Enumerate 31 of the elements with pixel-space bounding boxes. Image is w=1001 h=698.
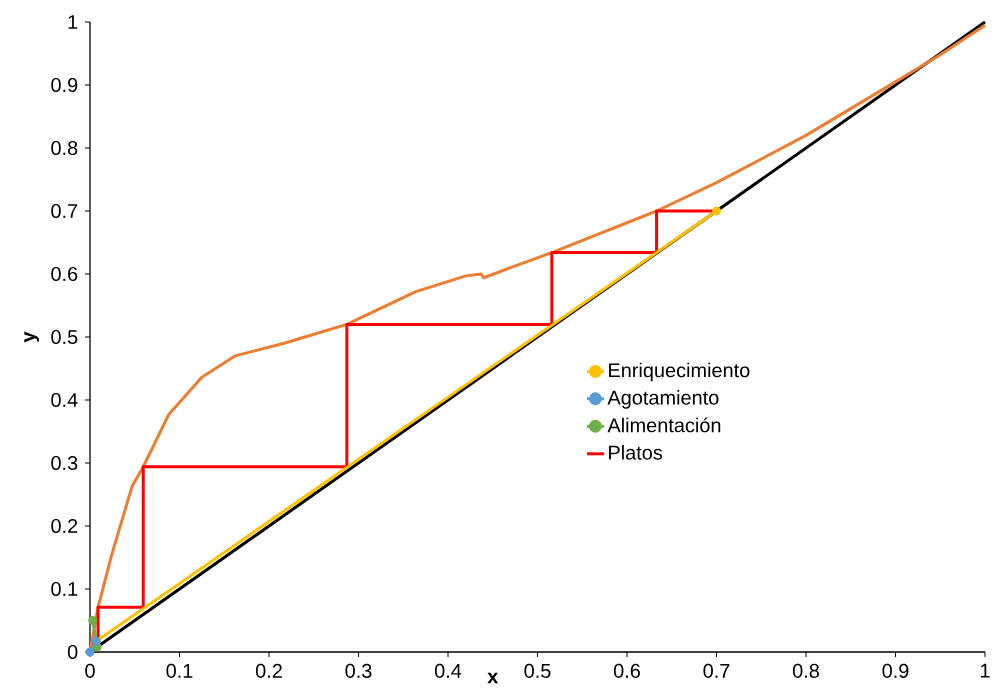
legend-label: Agotamiento xyxy=(607,390,719,409)
x-tick-label: 0.4 xyxy=(434,663,462,678)
x-axis-title: x xyxy=(487,672,499,684)
y-tick-label: 0 xyxy=(67,644,78,660)
point xyxy=(712,206,721,216)
y-tick-label: 0.7 xyxy=(51,203,78,219)
y-tick-label: 0.5 xyxy=(51,329,78,345)
x-tick-label: 1 xyxy=(980,663,990,678)
x-tick-label: 0.6 xyxy=(613,663,640,678)
x-tick-label: 0.5 xyxy=(524,663,551,678)
y-tick-label: 0.9 xyxy=(51,77,78,93)
x-tick-label: 0.7 xyxy=(703,663,730,678)
x-tick-label: 0.9 xyxy=(882,663,909,678)
legend-label: Enriquecimiento xyxy=(609,362,750,382)
y-tick-label: 0.6 xyxy=(51,266,78,282)
point xyxy=(85,647,95,657)
y-tick-label: 0.1 xyxy=(51,581,78,597)
legend-label: Alimentación xyxy=(607,417,721,433)
y-tick-label: 0.3 xyxy=(51,455,78,471)
x-tick-label: 0.8 xyxy=(792,663,819,678)
x-tick-label: 0.1 xyxy=(166,663,193,678)
y-tick-label: 0.4 xyxy=(51,392,78,408)
y-tick-label: 1 xyxy=(68,15,78,29)
y-axis-title: y xyxy=(24,331,39,343)
y-tick-label: 0.8 xyxy=(51,140,78,156)
x-tick-label: 0.2 xyxy=(255,663,282,678)
x-tick-label: 0 xyxy=(85,663,95,678)
point xyxy=(88,616,98,625)
y-tick-label: 0.2 xyxy=(51,518,78,534)
legend-label: Platos xyxy=(609,445,663,460)
x-tick-label: 0.3 xyxy=(345,663,372,678)
